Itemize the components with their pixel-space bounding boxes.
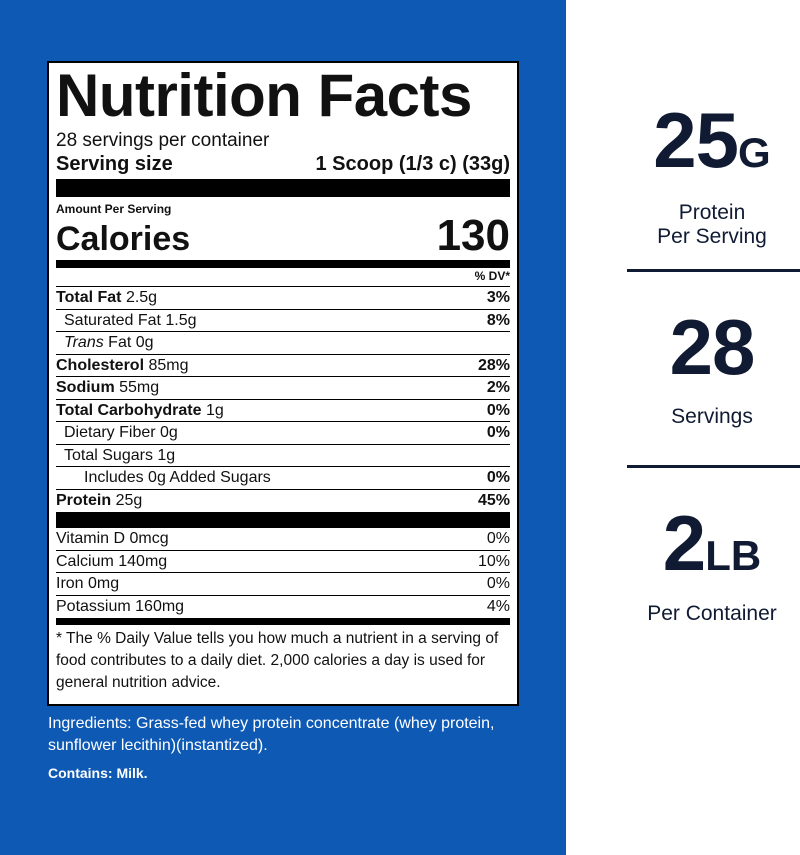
serving-size-label: Serving size bbox=[56, 153, 173, 175]
nutrient-row-cholesterol: Cholesterol 85mg 28% bbox=[56, 355, 510, 377]
nutrient-row-total-carbohydrate: Total Carbohydrate 1g 0% bbox=[56, 400, 510, 422]
nutrient-name-suffix: Fat bbox=[108, 334, 132, 351]
nutrient-dv: 0% bbox=[486, 469, 510, 486]
stat-label-line1: Protein bbox=[678, 201, 746, 224]
vitamin-amount: 160mg bbox=[135, 597, 185, 615]
vitamin-name: Potassium bbox=[56, 597, 131, 615]
stat-protein: 25G Protein Per Serving bbox=[612, 100, 800, 249]
nutrient-dv: 0% bbox=[486, 401, 510, 419]
nutrient-amount: 25g bbox=[115, 491, 143, 509]
amount-per-serving: Amount Per Serving bbox=[56, 202, 172, 216]
daily-value-header: % DV* bbox=[56, 268, 510, 287]
nutrient-dv: 8% bbox=[486, 311, 510, 329]
nutrient-amount: 1.5g bbox=[165, 311, 197, 329]
nutrient-row-dietary-fiber: Dietary Fiber 0g 0% bbox=[56, 422, 510, 445]
stat-divider bbox=[627, 269, 800, 272]
nutrient-dv: 28% bbox=[477, 356, 510, 374]
nutrient-name: Saturated Fat bbox=[64, 311, 161, 329]
calories-label: Calories bbox=[56, 220, 191, 258]
serving-size-row: Serving size 1 Scoop (1/3 c) (33g) bbox=[56, 152, 510, 176]
stat-unit: LB bbox=[705, 532, 762, 579]
stat-value: 2 bbox=[662, 499, 706, 587]
nutrient-row-added-sugars: Includes 0g Added Sugars 0% bbox=[56, 467, 510, 490]
nutrient-amount: 1g bbox=[205, 401, 224, 419]
stat-divider bbox=[627, 465, 800, 468]
servings-per-container: 28 servings per container bbox=[56, 130, 270, 151]
vitamin-dv: 0% bbox=[486, 530, 510, 547]
stat-container-size: 2LB Per Container bbox=[612, 503, 800, 626]
nutrient-amount: 55mg bbox=[119, 379, 160, 396]
nutrition-facts-title: Nutrition Facts bbox=[56, 62, 472, 129]
nutrient-amount: 85mg bbox=[148, 356, 189, 374]
calories-row: Calories 130 bbox=[56, 211, 510, 260]
nutrient-row-saturated-fat: Saturated Fat 1.5g 8% bbox=[56, 310, 510, 332]
nutrient-dv: 3% bbox=[486, 289, 510, 306]
vitamin-dv: 10% bbox=[477, 552, 510, 570]
stat-servings: 28 Servings bbox=[612, 307, 800, 429]
thick-divider bbox=[56, 512, 510, 528]
nutrient-name: Total Fat bbox=[56, 289, 122, 306]
vitamin-amount: 0mg bbox=[88, 575, 120, 592]
nutrient-name: Protein bbox=[56, 491, 112, 509]
nutrient-name: Includes 0g Added Sugars bbox=[84, 469, 271, 486]
nutrient-name: Total Carbohydrate bbox=[56, 401, 202, 419]
daily-value-footnote: * The % Daily Value tells you how much a… bbox=[56, 630, 499, 691]
nutrient-row-sodium: Sodium 55mg 2% bbox=[56, 377, 510, 400]
nutrient-name: Cholesterol bbox=[56, 356, 145, 374]
nutrient-name: Trans bbox=[64, 334, 104, 351]
stat-value: 28 bbox=[669, 303, 756, 391]
stat-value: 25 bbox=[653, 96, 739, 184]
nutrient-amount: 0g bbox=[160, 424, 178, 441]
vitamin-amount: 140mg bbox=[118, 552, 168, 570]
nutrient-name: Dietary Fiber bbox=[64, 424, 156, 441]
stat-unit: G bbox=[738, 129, 771, 176]
medium-divider bbox=[56, 618, 510, 625]
nutrient-row-total-sugars: Total Sugars 1g bbox=[56, 445, 510, 467]
medium-divider bbox=[56, 260, 510, 268]
nutrient-amount: 1g bbox=[157, 446, 176, 464]
vitamin-row-calcium: Calcium 140mg 10% bbox=[56, 551, 510, 573]
nutrient-amount: 2.5g bbox=[125, 289, 158, 306]
nutrient-dv: 45% bbox=[477, 491, 510, 509]
stat-label-line1: Servings bbox=[671, 405, 753, 428]
serving-size-value: 1 Scoop (1/3 c) (33g) bbox=[315, 153, 511, 175]
vitamin-dv: 4% bbox=[486, 597, 510, 615]
nutrient-dv: 0% bbox=[486, 424, 510, 441]
nutrient-name: Total Sugars bbox=[64, 446, 153, 464]
stat-label-line1: Per Container bbox=[647, 602, 777, 625]
vitamin-row-potassium: Potassium 160mg 4% bbox=[56, 596, 510, 619]
vitamin-dv: 0% bbox=[486, 575, 510, 592]
nutrient-dv: 2% bbox=[486, 379, 510, 396]
ingredients-text: Ingredients: Grass-fed whey protein conc… bbox=[48, 715, 495, 754]
nutrition-facts-label: Nutrition Facts 28 servings per containe… bbox=[47, 61, 519, 706]
nutrient-row-protein: Protein 25g 45% bbox=[56, 490, 510, 513]
calories-value: 130 bbox=[436, 211, 510, 260]
vitamin-amount: 0mcg bbox=[129, 530, 169, 547]
thick-divider bbox=[56, 179, 510, 197]
vitamin-name: Iron bbox=[56, 575, 84, 592]
vitamin-name: Calcium bbox=[56, 552, 114, 570]
allergen-statement: Contains: Milk. bbox=[48, 765, 148, 781]
nutrient-amount: 0g bbox=[135, 334, 154, 351]
nutrient-row-total-fat: Total Fat 2.5g 3% bbox=[56, 287, 510, 310]
nutrient-name: Sodium bbox=[56, 379, 115, 396]
nutrient-row-trans-fat: Trans Fat 0g bbox=[56, 332, 510, 355]
vitamin-name: Vitamin D bbox=[56, 530, 126, 547]
stat-label-line2: Per Serving bbox=[657, 225, 767, 248]
vitamin-row-vitamin-d: Vitamin D 0mcg 0% bbox=[56, 528, 510, 551]
vitamin-row-iron: Iron 0mg 0% bbox=[56, 573, 510, 596]
